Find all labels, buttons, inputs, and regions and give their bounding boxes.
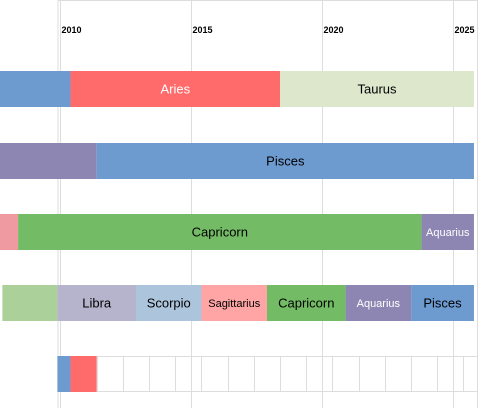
timeline-segment: [70, 356, 97, 392]
x-tick-label-2015: 2015: [193, 25, 213, 35]
timeline-segment-pisces: [96, 143, 474, 179]
timeline-segment-capricorn: [266, 285, 346, 321]
timeline-segment-aquarius: [421, 214, 474, 250]
timeline-segment-libra: [57, 285, 136, 321]
timeline-segment-pisces: [411, 285, 474, 321]
segment-label-aquarius: Aquarius: [357, 298, 401, 310]
timeline-row: Pisces: [0, 143, 474, 179]
segment-label-aries: Aries: [160, 82, 190, 97]
segment-label-pisces: Pisces: [423, 296, 462, 311]
timeline-segment: [2, 285, 58, 321]
timeline-segment-aquarius: [345, 285, 412, 321]
timeline-rows: Aries Taurus Pisces Capricorn Aquarius Libra S…: [0, 71, 474, 392]
x-axis: 2010 2015 2020 2025: [62, 25, 475, 35]
timeline-row: Libra Scorpio Sagittarius Capricorn Aquarius…: [2, 285, 474, 321]
x-tick-label-2010: 2010: [62, 25, 82, 35]
segment-label-aquarius: Aquarius: [426, 227, 470, 239]
timeline-row: Aries Taurus: [0, 71, 474, 107]
segment-label-pisces: Pisces: [266, 154, 305, 169]
x-tick-label-2025: 2025: [455, 25, 475, 35]
timeline-segment-scorpio: [135, 285, 202, 321]
timeline-segment: [57, 356, 71, 392]
timeline-segment-aries: [70, 71, 281, 107]
segment-label-libra: Libra: [82, 296, 112, 311]
segment-label-sagittarius: Sagittarius: [208, 298, 260, 310]
timeline-row: Capricorn Aquarius: [0, 214, 474, 250]
segment-label-scorpio: Scorpio: [147, 296, 191, 311]
gridlines: [57, 0, 478, 408]
timeline-segment: [0, 143, 97, 179]
timeline-row: [57, 356, 97, 392]
segment-label-capricorn: Capricorn: [192, 225, 248, 240]
segment-label-taurus: Taurus: [358, 82, 398, 97]
x-tick-label-2020: 2020: [324, 25, 344, 35]
timeline-segment-capricorn: [18, 214, 422, 250]
timeline-segment-sagittarius: [201, 285, 267, 321]
timeline-segment: [0, 214, 19, 250]
timeline-segment: [0, 71, 71, 107]
timeline-segment-taurus: [280, 71, 474, 107]
segment-label-capricorn: Capricorn: [278, 296, 334, 311]
